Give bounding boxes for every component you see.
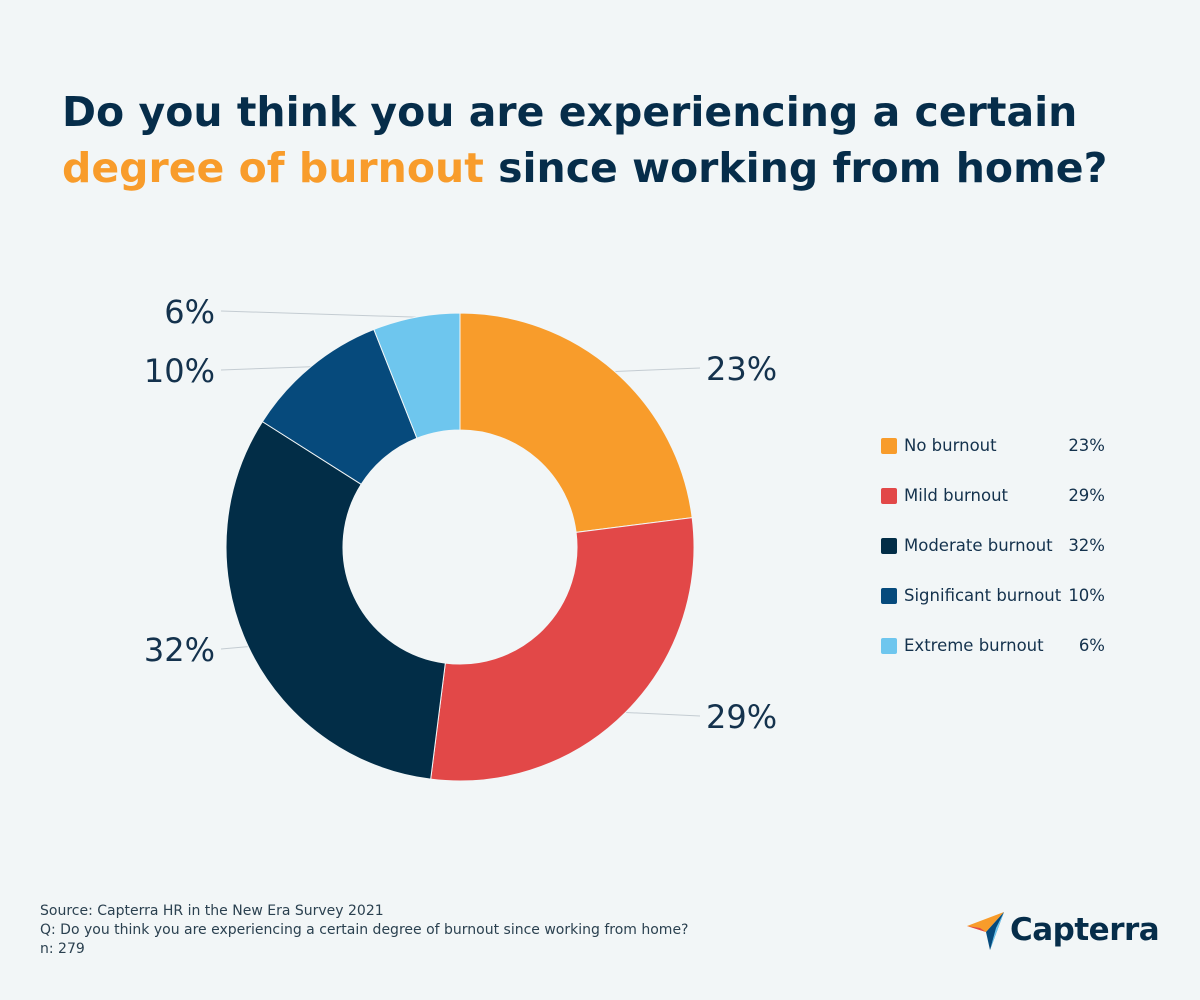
legend-value: 10%: [1068, 586, 1105, 605]
leader-line-mild-burnout: [625, 711, 701, 717]
leader-line-extreme-burnout: [220, 310, 417, 318]
capterra-arrow-icon: [967, 912, 1004, 950]
title-line1: Do you think you are experiencing a cert…: [62, 88, 1078, 136]
leader-line-significant-burnout: [220, 366, 311, 371]
capterra-wordmark: Capterra: [1010, 912, 1160, 948]
legend-value: 32%: [1068, 536, 1105, 555]
legend-label: Extreme burnout: [904, 636, 1044, 655]
slice-extreme-burnout: [373, 312, 461, 439]
capterra-logo: Capterra: [966, 910, 1160, 952]
legend-item-significant-burnout: Significant burnout 10%: [881, 585, 1111, 635]
legend-item-extreme-burnout: Extreme burnout 6%: [881, 635, 1111, 685]
data-label-significant-burnout: 10%: [144, 352, 215, 390]
legend-swatch: [881, 438, 897, 454]
legend-item-moderate-burnout: Moderate burnout 32%: [881, 535, 1111, 585]
data-label-no-burnout: 23%: [706, 350, 777, 388]
slice-mild-burnout: [430, 517, 695, 782]
slice-no-burnout: [459, 312, 693, 533]
legend-value: 29%: [1068, 486, 1105, 505]
legend-swatch: [881, 588, 897, 604]
title-highlight: degree of burnout: [62, 144, 484, 192]
legend-label: Moderate burnout: [904, 536, 1053, 555]
legend-label: No burnout: [904, 436, 997, 455]
legend-item-no-burnout: No burnout 23%: [881, 435, 1111, 485]
legend-value: 23%: [1068, 436, 1105, 455]
data-label-mild-burnout: 29%: [706, 698, 777, 736]
data-label-moderate-burnout: 32%: [144, 631, 215, 669]
legend-swatch: [881, 488, 897, 504]
chart-footer: Source: Capterra HR in the New Era Surve…: [40, 902, 688, 959]
legend-item-mild-burnout: Mild burnout 29%: [881, 485, 1111, 535]
legend-swatch: [881, 638, 897, 654]
source-note: Source: Capterra HR in the New Era Surve…: [40, 903, 384, 919]
chart-legend: No burnout 23% Mild burnout 29% Moderate bur…: [881, 435, 1111, 685]
sample-size-note: n: 279: [40, 941, 85, 957]
legend-label: Significant burnout: [904, 586, 1062, 605]
legend-swatch: [881, 538, 897, 554]
data-label-extreme-burnout: 6%: [164, 293, 215, 331]
leader-line-moderate-burnout: [220, 646, 249, 650]
chart-title: Do you think you are experiencing a cert…: [62, 84, 1162, 196]
legend-value: 6%: [1078, 636, 1105, 655]
slice-moderate-burnout: [225, 420, 446, 780]
title-rest: since working from home?: [483, 144, 1108, 192]
leader-line-no-burnout: [614, 367, 701, 372]
question-note: Q: Do you think you are experiencing a c…: [40, 922, 689, 938]
legend-label: Mild burnout: [904, 486, 1009, 505]
